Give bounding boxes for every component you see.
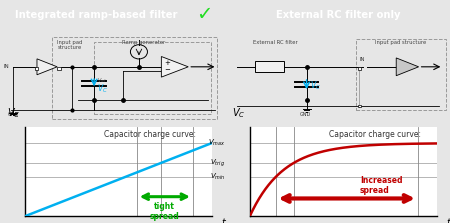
Polygon shape [37, 59, 57, 75]
Bar [358, 105, 361, 107]
Text: $V_{max}$: $V_{max}$ [208, 138, 225, 148]
Text: $V_C$: $V_C$ [7, 106, 20, 120]
Text: $V_C$: $V_C$ [232, 106, 245, 120]
Text: Integrated ramp-based filter: Integrated ramp-based filter [15, 10, 178, 20]
Text: External RC filter only: External RC filter only [276, 10, 400, 20]
Text: $V_C$: $V_C$ [98, 82, 108, 95]
Text: $V_{ref}$: $V_{ref}$ [98, 76, 108, 85]
Text: Capacitor charge curve:: Capacitor charge curve: [104, 130, 196, 139]
Text: $V_{min}$: $V_{min}$ [210, 172, 225, 182]
Text: $t$: $t$ [446, 216, 450, 223]
Text: ✓: ✓ [196, 5, 212, 24]
Text: IN: IN [3, 64, 9, 69]
Text: Increased
spread: Increased spread [360, 176, 402, 195]
Text: IN: IN [360, 57, 365, 62]
Bar [35, 67, 38, 70]
Bar [57, 67, 60, 70]
Text: External RC filter: External RC filter [253, 40, 297, 45]
Text: −: − [165, 67, 171, 73]
Text: $V_{trig}$: $V_{trig}$ [211, 157, 225, 169]
Text: $t$: $t$ [221, 216, 227, 223]
Bar [358, 67, 361, 70]
Text: Capacitor charge curve:: Capacitor charge curve: [329, 130, 421, 139]
Text: $V_C$: $V_C$ [310, 79, 321, 92]
Bar [255, 61, 284, 72]
Polygon shape [162, 56, 188, 77]
Text: GND: GND [8, 112, 19, 118]
Text: tight
spread: tight spread [150, 202, 180, 221]
Text: Ramp generator: Ramp generator [122, 40, 165, 45]
Text: +: + [165, 60, 171, 66]
Polygon shape [396, 58, 418, 76]
Text: Input pad structure: Input pad structure [375, 40, 426, 45]
Text: GND: GND [300, 112, 311, 116]
Text: Input pad
structure: Input pad structure [57, 40, 82, 50]
